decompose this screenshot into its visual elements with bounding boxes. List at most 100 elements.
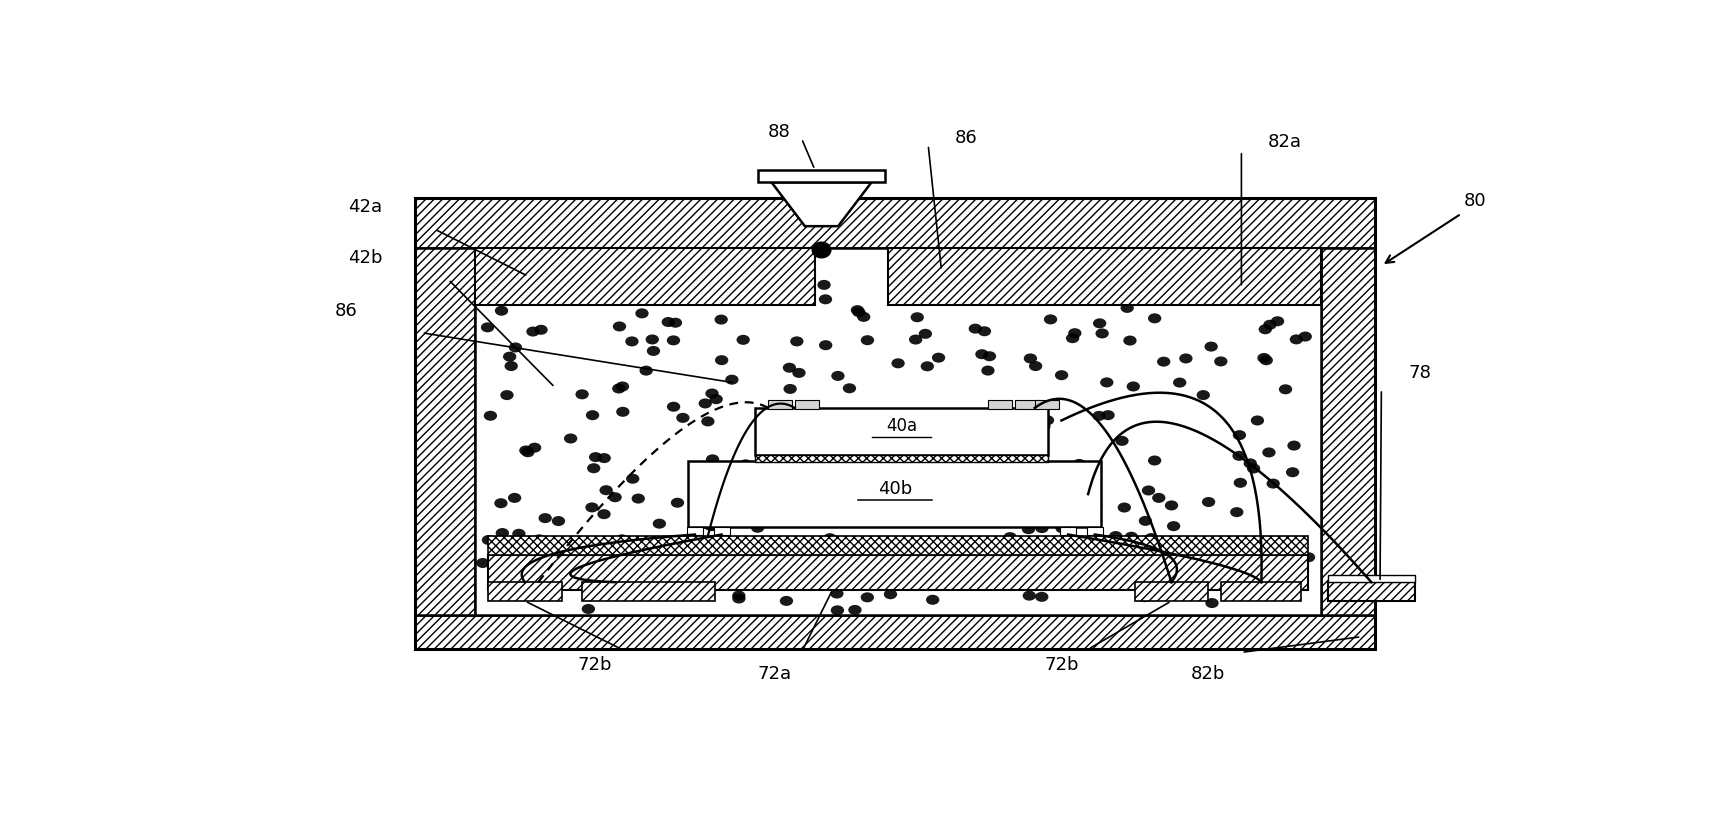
Ellipse shape bbox=[784, 437, 798, 447]
Bar bbox=[488, 555, 1307, 589]
Ellipse shape bbox=[1101, 378, 1113, 387]
Ellipse shape bbox=[1123, 335, 1137, 346]
Ellipse shape bbox=[1259, 324, 1273, 335]
Ellipse shape bbox=[581, 604, 595, 614]
Bar bbox=[686, 527, 703, 535]
Ellipse shape bbox=[1302, 552, 1316, 562]
Ellipse shape bbox=[1044, 314, 1058, 325]
Bar bbox=[415, 198, 1374, 650]
Ellipse shape bbox=[1147, 456, 1161, 466]
Ellipse shape bbox=[970, 500, 982, 510]
Ellipse shape bbox=[1206, 598, 1219, 608]
Ellipse shape bbox=[858, 443, 872, 453]
Ellipse shape bbox=[1204, 342, 1218, 352]
Ellipse shape bbox=[967, 470, 980, 480]
Ellipse shape bbox=[1158, 357, 1170, 366]
Ellipse shape bbox=[1271, 316, 1285, 326]
Ellipse shape bbox=[1257, 353, 1271, 363]
Ellipse shape bbox=[829, 422, 843, 433]
Ellipse shape bbox=[652, 519, 666, 528]
Ellipse shape bbox=[1144, 533, 1158, 543]
Text: 80: 80 bbox=[1464, 192, 1486, 210]
Ellipse shape bbox=[552, 516, 566, 526]
Ellipse shape bbox=[1022, 524, 1035, 534]
Ellipse shape bbox=[600, 485, 612, 495]
Ellipse shape bbox=[662, 317, 674, 327]
Ellipse shape bbox=[588, 452, 602, 462]
Bar bbox=[475, 248, 1321, 615]
Text: 88: 88 bbox=[769, 123, 791, 141]
Bar bbox=[415, 198, 1374, 248]
Ellipse shape bbox=[501, 390, 514, 400]
Ellipse shape bbox=[703, 520, 717, 531]
Ellipse shape bbox=[698, 398, 712, 409]
Text: 42a: 42a bbox=[347, 199, 382, 217]
Ellipse shape bbox=[612, 383, 626, 393]
Ellipse shape bbox=[1142, 485, 1156, 496]
Ellipse shape bbox=[975, 349, 989, 359]
Ellipse shape bbox=[1073, 459, 1085, 469]
Ellipse shape bbox=[1233, 478, 1247, 488]
Text: 72a: 72a bbox=[759, 665, 791, 683]
Bar bbox=[888, 248, 1321, 304]
Ellipse shape bbox=[925, 595, 939, 605]
Ellipse shape bbox=[784, 384, 796, 394]
Ellipse shape bbox=[740, 459, 752, 470]
Ellipse shape bbox=[893, 548, 906, 558]
Ellipse shape bbox=[1176, 562, 1189, 571]
Ellipse shape bbox=[793, 368, 805, 378]
Bar bbox=[688, 462, 1101, 527]
Polygon shape bbox=[759, 170, 884, 182]
Ellipse shape bbox=[912, 557, 925, 567]
Ellipse shape bbox=[640, 365, 654, 375]
Ellipse shape bbox=[585, 502, 599, 513]
Ellipse shape bbox=[1035, 592, 1049, 602]
Bar bbox=[488, 536, 1307, 555]
Ellipse shape bbox=[1232, 576, 1245, 586]
Ellipse shape bbox=[513, 529, 526, 539]
Ellipse shape bbox=[860, 335, 874, 345]
Ellipse shape bbox=[1247, 463, 1261, 474]
Ellipse shape bbox=[626, 336, 638, 347]
Ellipse shape bbox=[482, 322, 494, 332]
Ellipse shape bbox=[884, 589, 898, 599]
Ellipse shape bbox=[671, 497, 685, 508]
Ellipse shape bbox=[1109, 531, 1123, 541]
Ellipse shape bbox=[1066, 333, 1078, 344]
Ellipse shape bbox=[776, 442, 789, 452]
Ellipse shape bbox=[762, 571, 774, 580]
Ellipse shape bbox=[495, 528, 509, 538]
Ellipse shape bbox=[1082, 462, 1096, 472]
Ellipse shape bbox=[705, 504, 719, 514]
Ellipse shape bbox=[535, 575, 549, 584]
Ellipse shape bbox=[631, 493, 645, 504]
Ellipse shape bbox=[1197, 390, 1209, 400]
Ellipse shape bbox=[1240, 538, 1254, 549]
Ellipse shape bbox=[920, 361, 934, 371]
Ellipse shape bbox=[519, 445, 533, 456]
Ellipse shape bbox=[635, 309, 648, 318]
Ellipse shape bbox=[669, 317, 683, 328]
Ellipse shape bbox=[918, 329, 932, 339]
Ellipse shape bbox=[612, 322, 626, 331]
Ellipse shape bbox=[733, 591, 745, 601]
Text: 86: 86 bbox=[335, 302, 358, 320]
Ellipse shape bbox=[1280, 384, 1292, 394]
Ellipse shape bbox=[676, 413, 690, 422]
Ellipse shape bbox=[1259, 355, 1273, 365]
Ellipse shape bbox=[504, 361, 518, 371]
Ellipse shape bbox=[616, 407, 630, 417]
Ellipse shape bbox=[1233, 451, 1245, 461]
Text: 40a: 40a bbox=[886, 418, 917, 435]
Ellipse shape bbox=[820, 484, 834, 493]
Ellipse shape bbox=[824, 533, 836, 543]
Ellipse shape bbox=[1037, 422, 1051, 431]
Ellipse shape bbox=[1233, 430, 1245, 440]
Ellipse shape bbox=[495, 306, 507, 316]
Ellipse shape bbox=[872, 577, 884, 587]
Ellipse shape bbox=[869, 575, 882, 584]
Ellipse shape bbox=[932, 352, 946, 363]
Text: 86: 86 bbox=[955, 129, 977, 147]
Ellipse shape bbox=[812, 242, 831, 258]
Ellipse shape bbox=[1127, 382, 1140, 392]
